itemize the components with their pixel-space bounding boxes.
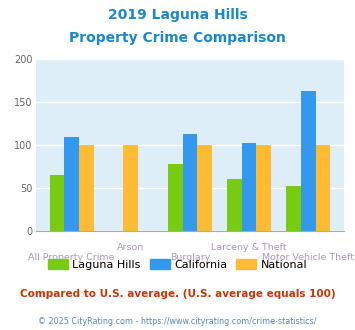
Bar [301,91,316,231]
Bar [79,145,94,231]
Bar [242,143,256,231]
Bar [256,145,271,231]
Bar [64,137,79,231]
Legend: Laguna Hills, California, National: Laguna Hills, California, National [43,255,312,274]
Text: Compared to U.S. average. (U.S. average equals 100): Compared to U.S. average. (U.S. average … [20,289,335,299]
Text: Arson: Arson [117,243,144,252]
Text: Larceny & Theft: Larceny & Theft [211,243,287,252]
Bar [286,186,301,231]
Bar [316,145,330,231]
Text: 2019 Laguna Hills: 2019 Laguna Hills [108,8,247,22]
Bar [168,164,182,231]
Bar [50,175,64,231]
Text: Motor Vehicle Theft: Motor Vehicle Theft [262,253,354,262]
Text: Property Crime Comparison: Property Crime Comparison [69,31,286,45]
Bar [182,134,197,231]
Text: Burglary: Burglary [170,253,210,262]
Text: © 2025 CityRating.com - https://www.cityrating.com/crime-statistics/: © 2025 CityRating.com - https://www.city… [38,317,317,326]
Bar [124,145,138,231]
Text: All Property Crime: All Property Crime [28,253,115,262]
Bar [197,145,212,231]
Bar [227,179,242,231]
